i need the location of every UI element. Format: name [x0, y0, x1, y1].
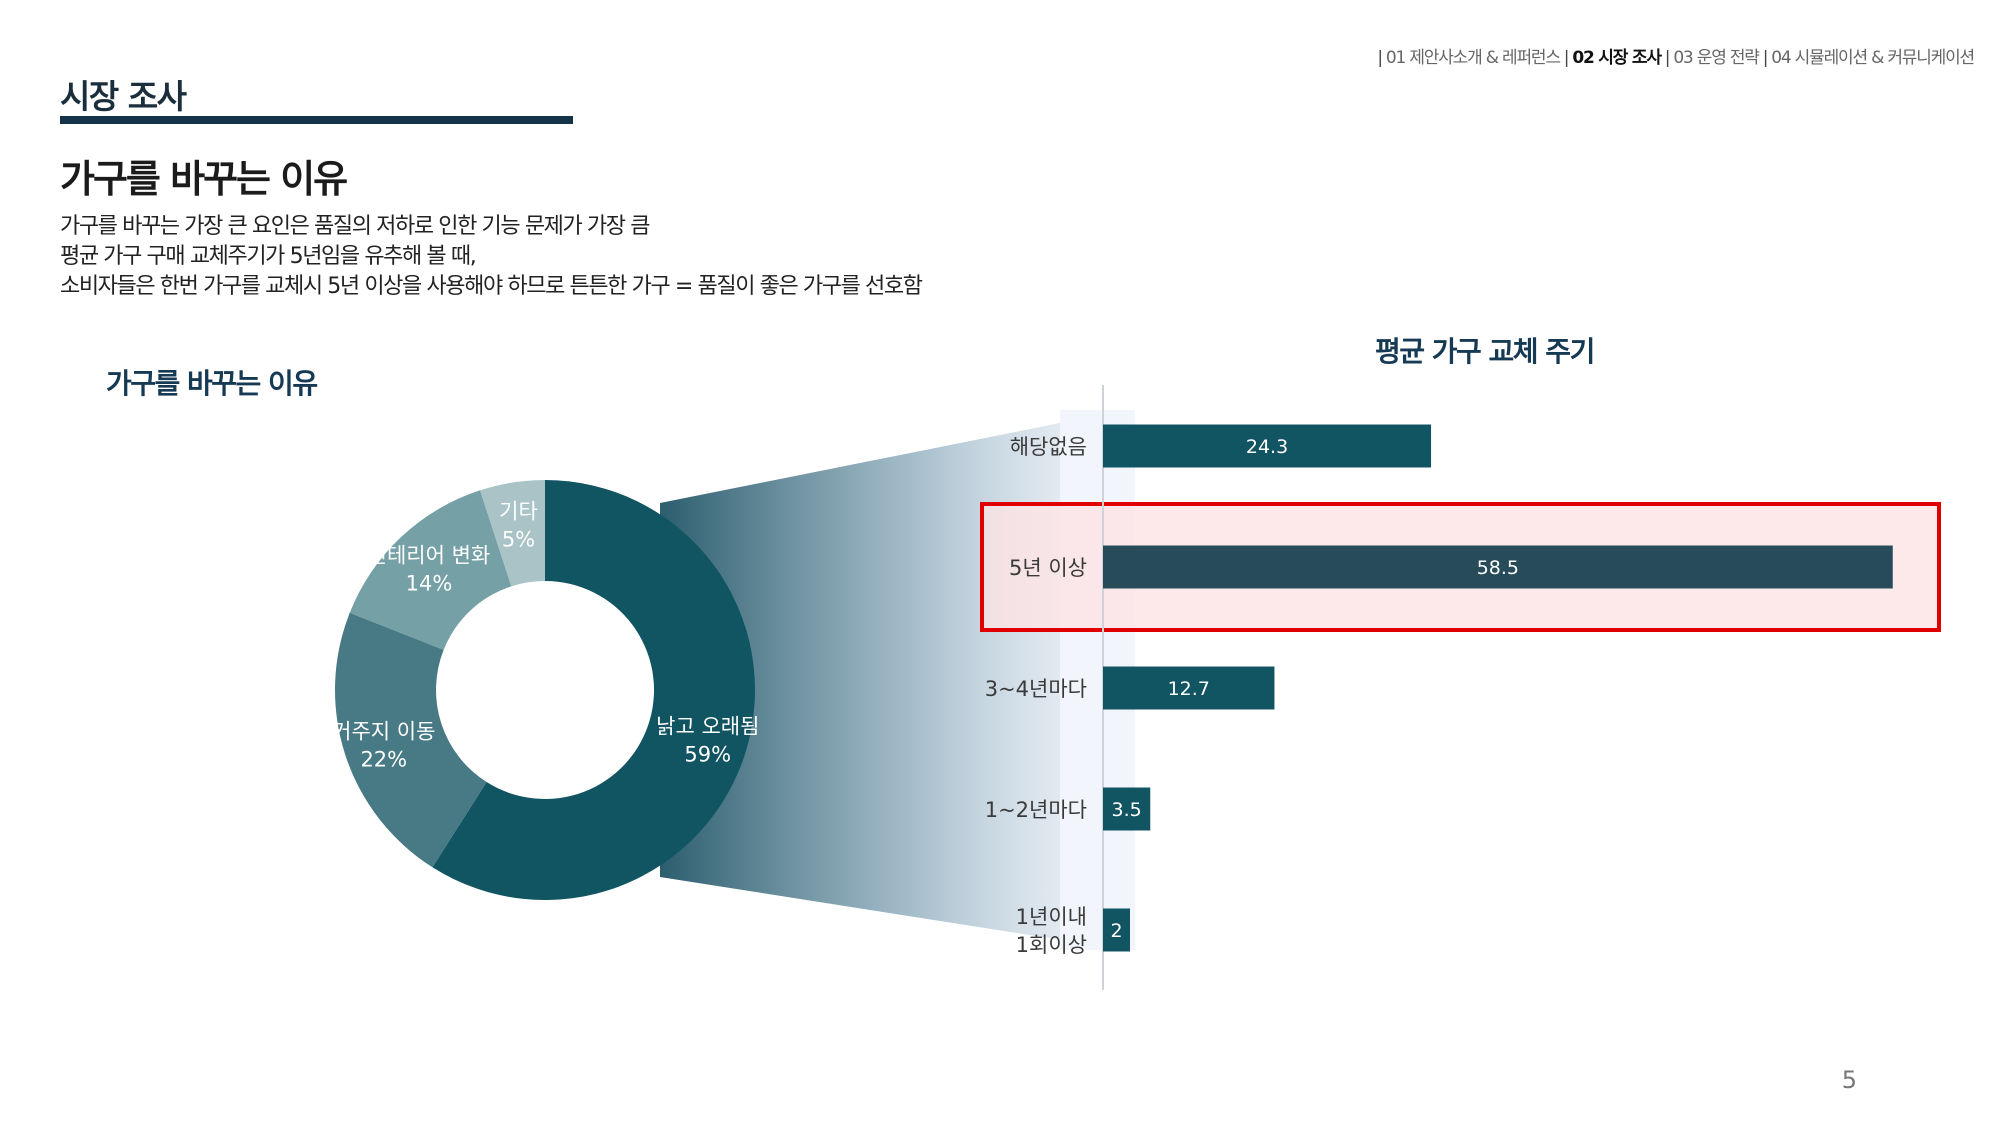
bar-chart-title: 평균 가구 교체 주기 — [1375, 335, 1595, 368]
section-title: 시장 조사 — [60, 77, 187, 116]
category-label: 3~4년마다 — [985, 677, 1087, 701]
category-label: 1~2년마다 — [985, 798, 1087, 822]
bar-value-label: 24.3 — [1246, 436, 1288, 458]
bar — [1103, 545, 1893, 589]
description: 가구를 바꾸는 가장 큰 요인은 품질의 저하로 인한 기능 문제가 가장 큼 … — [60, 212, 923, 302]
donut-slice-label: 낡고 오래됨 — [656, 714, 759, 738]
bar — [1103, 424, 1432, 468]
nav-item[interactable]: 02 시장 조사 — [1572, 48, 1662, 68]
description-line: 가구를 바꾸는 가장 큰 요인은 품질의 저하로 인한 기능 문제가 가장 큼 — [60, 214, 650, 239]
donut-chart-title: 가구를 바꾸는 이유 — [106, 367, 318, 400]
bar-value-label: 58.5 — [1477, 557, 1519, 579]
nav-item[interactable]: 03 운영 전략 — [1673, 48, 1760, 68]
donut-slice-value: 14% — [406, 571, 453, 595]
description-line: 평균 가구 구매 교체주기가 5년임을 유추해 볼 때, — [60, 244, 477, 269]
category-label: 5년 이상 — [1009, 556, 1087, 580]
donut-slice-label: 인테리어 변화 — [368, 543, 491, 567]
nav-separator: | — [1762, 48, 1769, 68]
bar-value-label: 12.7 — [1168, 678, 1210, 700]
donut-slice-value: 59% — [684, 742, 731, 766]
bar-value-label: 2 — [1110, 920, 1122, 942]
donut-slice — [432, 480, 756, 900]
bar — [1103, 908, 1130, 952]
nav-item[interactable]: 04 시뮬레이션 & 커뮤니케이션 — [1771, 48, 1975, 68]
section-title-underline — [60, 116, 573, 124]
nav-separator: | — [1377, 48, 1383, 68]
bar — [1103, 666, 1275, 710]
donut-slice — [480, 480, 545, 587]
bar-value-label: 3.5 — [1112, 799, 1142, 821]
donut-chart: 낡고 오래됨 59% 거주지 이동 22% 인테리어 변화 14% 기타 5% — [332, 480, 759, 900]
donut-slice — [349, 490, 512, 650]
category-label: 1년이내 — [1016, 905, 1087, 929]
bar-chart: 24.3 해당없음 58.5 5년 이상 12.7 3~4년마다 3.5 1~2년마다 2 1년이… — [980, 385, 1941, 990]
category-label: 1회이상 — [1016, 933, 1087, 957]
nav-separator: | — [1664, 48, 1671, 68]
donut-slice-value: 5% — [502, 528, 535, 552]
donut-slice-label: 거주지 이동 — [332, 719, 435, 743]
description-line: 소비자들은 한번 가구를 교체시 5년 이상을 사용해야 하므로 튼튼한 가구 … — [60, 274, 923, 299]
page-headline: 가구를 바꾸는 이유 — [60, 157, 348, 201]
category-label: 해당없음 — [1010, 435, 1087, 459]
bar — [1103, 787, 1151, 831]
donut-slice — [335, 612, 487, 868]
page-number: 5 — [1841, 1066, 1857, 1094]
section-nav: | 01 제안사소개 & 레퍼런스 | 02 시장 조사 | 03 운영 전략 | 04 시뮬… — [1373, 43, 1975, 68]
nav-item[interactable]: 01 제안사소개 & 레퍼런스 — [1385, 48, 1561, 68]
nav-separator: | — [1563, 48, 1570, 68]
donut-slice-value: 22% — [360, 747, 407, 771]
donut-slice-label: 기타 — [499, 500, 538, 524]
